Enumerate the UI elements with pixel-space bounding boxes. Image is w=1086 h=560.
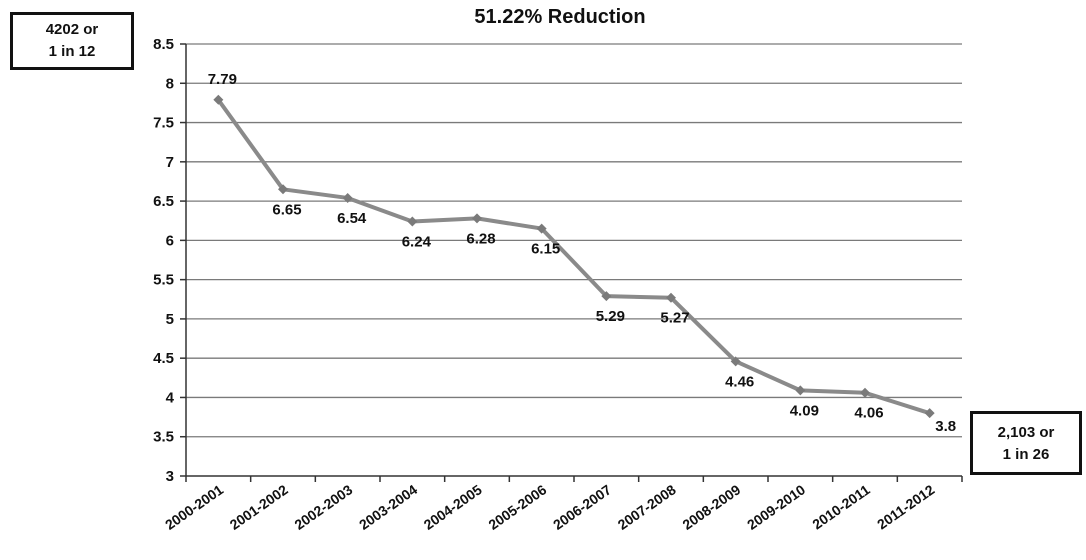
data-point-marker [407,216,418,227]
x-tick-label: 2010-2011 [809,481,873,532]
x-axis-tick-labels: 2000-2001 2001-2002 2002-2003 2003-2004 2004… [162,481,938,533]
y-tick-label: 3 [166,468,174,485]
data-labels: 7.79 6.65 6.54 6.24 6.28 6.15 5.29 5.27 4.46 4.09… [208,71,956,435]
start-annotation-callout: 4202 or 1 in 12 [10,12,134,70]
data-point-marker [924,408,935,419]
data-label: 6.28 [466,230,495,247]
data-label: 5.27 [660,310,689,327]
x-tick-label: 2005-2006 [485,481,549,533]
data-label: 7.79 [208,71,237,88]
x-tick-label: 2007-2008 [615,481,679,533]
x-tick-label: 2011-2012 [874,481,938,532]
data-label: 4.46 [725,373,754,390]
data-point-marker [213,94,224,105]
gridlines [186,43,962,438]
data-label: 3.8 [935,418,956,435]
data-point-marker [795,385,806,396]
x-tick-label: 2009-2010 [744,481,808,533]
x-tick-label: 2002-2003 [291,481,355,533]
start-annotation-line2: 1 in 12 [48,43,96,60]
x-tick-label: 2000-2001 [162,481,226,533]
data-label: 6.65 [272,201,301,218]
y-tick-label: 4.5 [153,350,174,367]
data-point-marker [860,387,870,398]
end-annotation-callout: 2,103 or 1 in 26 [970,411,1082,475]
data-label: 6.24 [402,234,432,251]
end-annotation-line2: 1 in 26 [1002,446,1050,463]
data-label: 6.15 [531,241,560,258]
y-axis-tick-labels: 3 3.5 4 4.5 5 5.5 6 6.5 7 7.5 8 8.5 [153,36,175,485]
x-tick-label: 2008-2009 [679,481,743,533]
data-point-marker [472,213,482,224]
data-label: 4.06 [854,405,883,422]
y-tick-label: 7 [166,154,174,171]
y-tick-label: 6 [166,232,174,249]
data-point-marker [536,223,547,234]
chart-title: 51.22% Reduction [474,6,645,28]
data-point-marker [666,292,676,303]
data-label: 5.29 [596,308,625,325]
series-line [213,94,935,419]
data-point-marker [601,291,612,302]
y-tick-label: 6.5 [153,193,174,210]
y-tick-label: 5.5 [153,272,174,289]
data-label: 6.54 [337,210,367,227]
y-tick-label: 7.5 [153,115,174,132]
x-tick-label: 2003-2004 [356,481,420,533]
axes [180,43,963,482]
y-tick-label: 3.5 [153,429,174,446]
y-tick-label: 8.5 [153,36,174,53]
y-tick-label: 5 [166,311,174,328]
y-tick-label: 8 [166,75,174,92]
end-annotation-line1: 2,103 or [997,424,1055,441]
series-line-path [216,97,932,416]
x-tick-label: 2004-2005 [421,481,485,533]
data-point-marker [278,184,288,195]
start-annotation-line1: 4202 or [45,21,99,38]
data-point-marker [342,192,353,203]
data-label: 4.09 [790,402,819,419]
x-tick-label: 2006-2007 [550,481,614,533]
x-tick-label: 2001-2002 [227,481,291,533]
y-tick-label: 4 [166,389,175,406]
data-point-marker [730,356,741,367]
